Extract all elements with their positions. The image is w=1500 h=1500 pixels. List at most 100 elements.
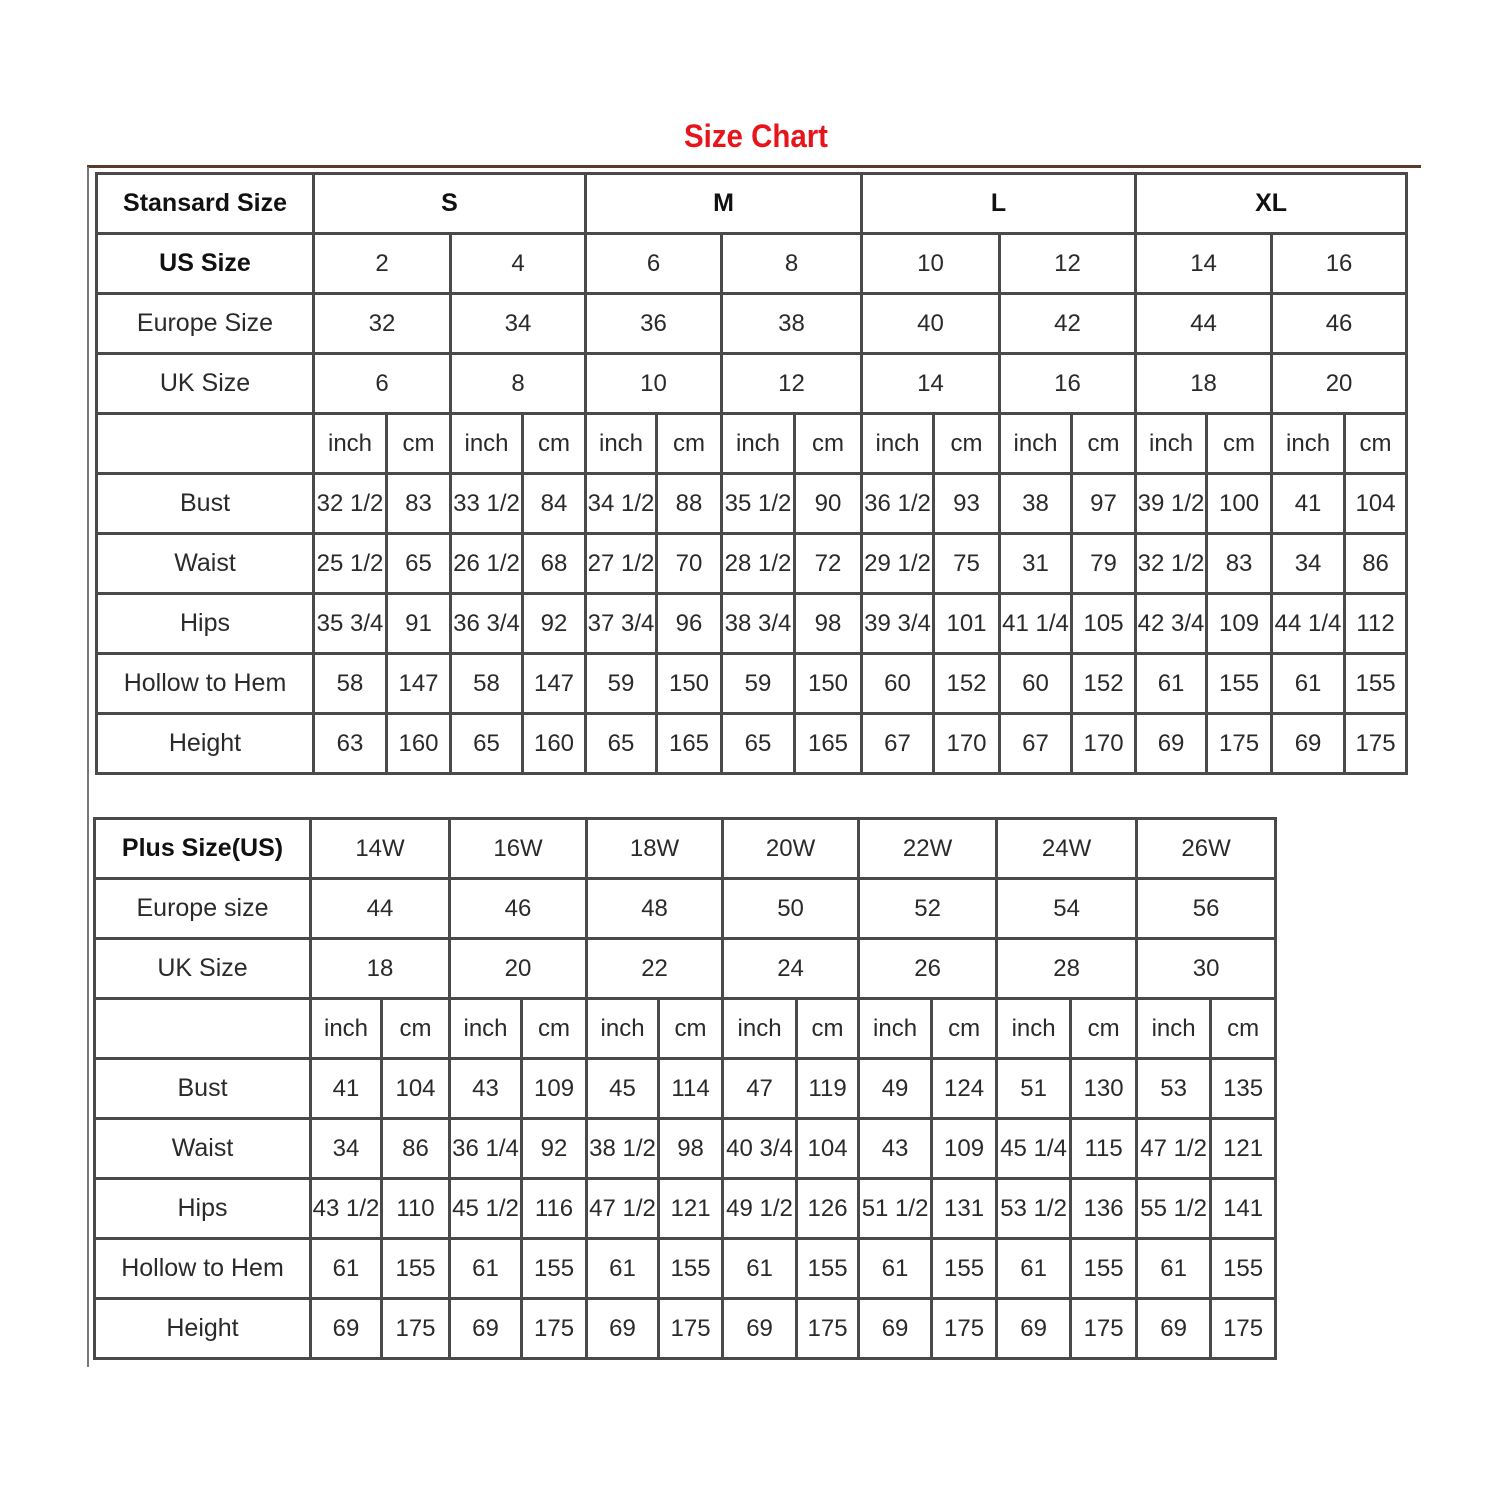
uk-size-cell: 22: [585, 937, 725, 1000]
cm-value: 101: [932, 592, 1002, 655]
measurement-row-height: Height 63 160 65 160 65 165 65 165 67 170 67 170 69 17…: [95, 712, 1409, 775]
inch-value: 32 1/2: [312, 472, 388, 535]
empty-label: [93, 997, 312, 1060]
row-label: Hollow to Hem: [93, 1237, 312, 1300]
cm-value: 155: [930, 1237, 999, 1300]
cm-value: 170: [932, 712, 1002, 775]
inch-value: 69: [309, 1297, 383, 1360]
cm-value: 170: [1070, 712, 1138, 775]
unit-inch: inch: [449, 412, 524, 475]
inch-value: 43: [857, 1117, 934, 1180]
cm-value: 86: [379, 1117, 452, 1180]
unit-cm: cm: [655, 412, 723, 475]
cm-value: 119: [795, 1057, 861, 1120]
cm-value: 110: [379, 1177, 452, 1240]
inch-value: 61: [309, 1237, 383, 1300]
uk-size-cell: 26: [857, 937, 999, 1000]
plus-size-header: 24W: [995, 817, 1139, 880]
cm-value: 79: [1070, 532, 1138, 595]
inch-value: 59: [584, 652, 658, 715]
cm-value: 98: [657, 1117, 725, 1180]
europe-size-cell: 50: [721, 877, 861, 940]
uk-size-cell: 8: [449, 352, 587, 415]
cm-value: 104: [795, 1117, 861, 1180]
inch-value: 25 1/2: [312, 532, 388, 595]
size-group-header: L: [860, 172, 1138, 235]
inch-value: 65: [720, 712, 796, 775]
cm-value: 155: [1209, 1237, 1278, 1300]
measurement-row-bust: Bust 41 104 43 109 45 114 47 119 49 124 51 130 53 135: [93, 1057, 1278, 1120]
cm-value: 68: [521, 532, 587, 595]
row-label: Waist: [95, 532, 315, 595]
unit-inch: inch: [312, 412, 388, 475]
inch-value: 51 1/2: [857, 1177, 934, 1240]
inch-value: 61: [721, 1237, 799, 1300]
measurement-row-waist: Waist 34 86 36 1/4 92 38 1/2 98 40 3/4 104 43 109 4…: [93, 1117, 1278, 1180]
cm-value: 88: [655, 472, 723, 535]
uk-size-cell: 12: [719, 352, 864, 415]
unit-inch: inch: [857, 997, 934, 1060]
inch-value: 65: [449, 712, 524, 775]
row-label: Europe size: [93, 877, 312, 940]
cm-value: 109: [930, 1117, 999, 1180]
cm-value: 150: [655, 652, 723, 715]
uk-size-cell: 30: [1135, 937, 1278, 1000]
cm-value: 152: [932, 652, 1002, 715]
cm-value: 175: [657, 1297, 725, 1360]
cm-value: 160: [385, 712, 452, 775]
cm-value: 100: [1205, 472, 1274, 535]
row-label: Height: [93, 1297, 312, 1360]
cm-value: 135: [1209, 1057, 1278, 1120]
unit-inch: inch: [860, 412, 936, 475]
cm-value: 116: [520, 1177, 589, 1240]
us-size-cell: 4: [449, 232, 587, 295]
inch-value: 26 1/2: [449, 532, 524, 595]
row-label: Plus Size(US): [93, 817, 312, 880]
inch-value: 37 3/4: [584, 592, 658, 655]
inch-value: 69: [721, 1297, 799, 1360]
cm-value: 147: [521, 652, 587, 715]
inch-value: 33 1/2: [449, 472, 524, 535]
row-label: Hips: [93, 1177, 312, 1240]
us-size-row: US Size 2 4 6 8 10 12 14 16: [95, 232, 1409, 295]
row-label: UK Size: [95, 352, 315, 415]
inch-value: 60: [860, 652, 936, 715]
us-size-cell: 8: [719, 232, 864, 295]
measurement-row-waist: Waist 25 1/2 65 26 1/2 68 27 1/2 70 28 1/2 72 29 …: [95, 532, 1409, 595]
uk-size-row: UK Size 18 20 22 24 26 28 30: [93, 937, 1278, 1000]
inch-value: 44 1/4: [1270, 592, 1347, 655]
unit-inch: inch: [584, 412, 658, 475]
cm-value: 121: [657, 1177, 725, 1240]
cm-value: 70: [655, 532, 723, 595]
header-row: Stansard Size S M L XL: [95, 172, 1409, 235]
cm-value: 92: [521, 592, 587, 655]
unit-inch: inch: [1134, 412, 1209, 475]
inch-value: 35 3/4: [312, 592, 388, 655]
uk-size-cell: 16: [998, 352, 1138, 415]
inch-value: 69: [995, 1297, 1073, 1360]
cm-value: 104: [379, 1057, 452, 1120]
inch-value: 38 1/2: [585, 1117, 661, 1180]
standard-size-table: Stansard Size S M L XL US Size 2 4 6 8 10 12 14 16 Eur…: [95, 172, 1409, 775]
inch-value: 41 1/4: [998, 592, 1074, 655]
unit-inch: inch: [448, 997, 524, 1060]
size-group-header: M: [583, 172, 864, 235]
inch-value: 41: [1270, 472, 1347, 535]
cm-value: 155: [1069, 1237, 1139, 1300]
us-size-cell: 16: [1270, 232, 1409, 295]
unit-cm: cm: [930, 997, 999, 1060]
unit-cm: cm: [379, 997, 452, 1060]
row-label: US Size: [95, 232, 315, 295]
measurement-row-hips: Hips 35 3/4 91 36 3/4 92 37 3/4 96 38 3/4 98 39 3…: [95, 592, 1409, 655]
unit-cm: cm: [932, 412, 1002, 475]
cm-value: 141: [1209, 1177, 1278, 1240]
inch-value: 53: [1135, 1057, 1213, 1120]
cm-value: 130: [1069, 1057, 1139, 1120]
cm-value: 109: [520, 1057, 589, 1120]
cm-value: 136: [1069, 1177, 1139, 1240]
cm-value: 175: [1209, 1297, 1278, 1360]
europe-size-cell: 44: [1134, 292, 1274, 355]
us-size-cell: 14: [1134, 232, 1274, 295]
cm-value: 160: [521, 712, 587, 775]
us-size-cell: 6: [584, 232, 723, 295]
